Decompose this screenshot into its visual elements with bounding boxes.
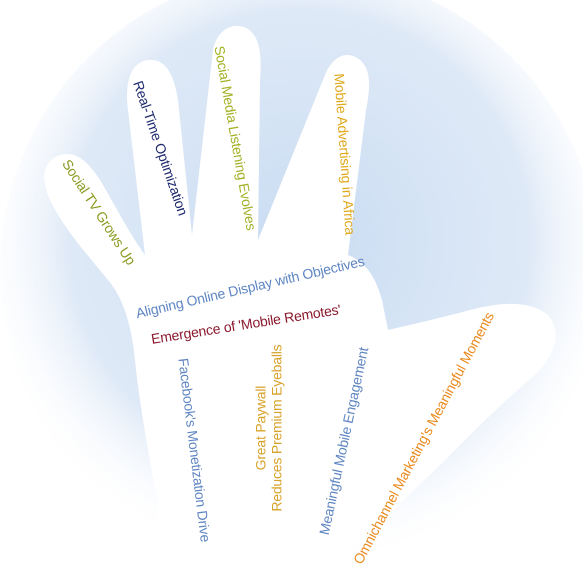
label-great-paywall: Great Paywall Reduces Premium Eyeballs <box>252 345 284 512</box>
label-great-paywall-line1: Great Paywall <box>252 385 269 471</box>
label-great-paywall-line2: Reduces Premium Eyeballs <box>268 344 285 512</box>
hand-silhouette <box>44 26 556 586</box>
